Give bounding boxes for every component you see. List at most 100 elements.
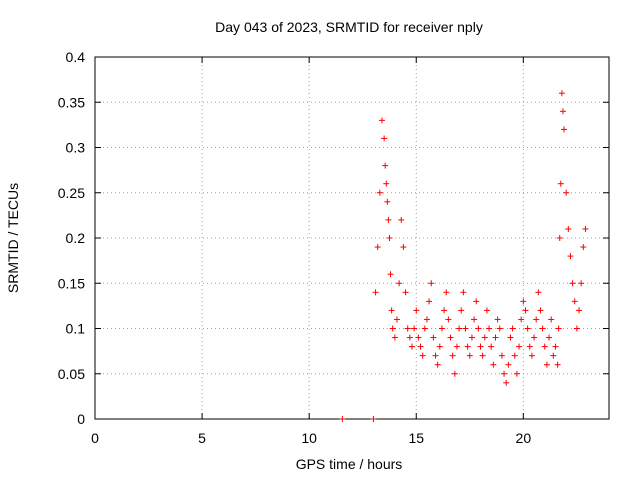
data-point xyxy=(557,180,564,187)
data-point xyxy=(447,334,454,341)
data-point xyxy=(370,416,377,422)
data-point xyxy=(339,416,346,422)
data-point xyxy=(423,316,430,323)
data-point xyxy=(492,334,499,341)
data-point xyxy=(421,325,428,332)
data-point xyxy=(481,334,488,341)
data-point xyxy=(516,343,523,350)
data-point xyxy=(528,352,535,359)
data-point xyxy=(419,352,426,359)
data-point xyxy=(432,352,439,359)
data-point xyxy=(471,316,478,323)
data-point xyxy=(385,216,392,223)
data-point xyxy=(415,334,422,341)
data-point xyxy=(404,325,411,332)
data-point xyxy=(490,361,497,368)
data-point xyxy=(438,325,445,332)
data-point xyxy=(552,343,559,350)
data-point xyxy=(503,379,510,386)
data-point xyxy=(501,370,508,377)
y-tick-label: 0.4 xyxy=(66,49,86,65)
y-axis-label: SRMTID / TECUs xyxy=(5,183,21,293)
data-point xyxy=(473,298,480,305)
data-point xyxy=(511,352,518,359)
data-point xyxy=(494,316,501,323)
data-point xyxy=(378,117,385,124)
data-point xyxy=(537,307,544,314)
data-point xyxy=(445,316,452,323)
data-points xyxy=(339,90,589,422)
data-point xyxy=(554,361,561,368)
data-point xyxy=(522,307,529,314)
data-point xyxy=(386,235,393,241)
y-tick-label: 0.05 xyxy=(58,366,85,382)
grid xyxy=(95,57,609,419)
data-point xyxy=(441,307,448,314)
data-point xyxy=(488,343,495,350)
data-point xyxy=(387,271,394,278)
data-point xyxy=(411,325,418,332)
data-point xyxy=(443,289,450,296)
data-point xyxy=(550,352,557,359)
data-point xyxy=(464,343,471,350)
data-point xyxy=(518,316,525,323)
data-point xyxy=(477,343,484,350)
data-point xyxy=(453,343,460,350)
data-point xyxy=(413,307,420,314)
data-point xyxy=(520,298,527,305)
data-point xyxy=(507,334,514,341)
data-point xyxy=(531,334,538,341)
data-point xyxy=(483,307,490,314)
data-point xyxy=(381,135,388,142)
data-point xyxy=(580,244,587,251)
data-point xyxy=(569,280,576,287)
x-tick-label: 0 xyxy=(91,430,99,446)
data-point xyxy=(543,361,550,368)
data-point xyxy=(398,216,405,223)
data-point xyxy=(561,126,568,133)
data-point xyxy=(393,316,400,323)
data-point xyxy=(382,162,389,169)
data-point xyxy=(374,244,381,251)
data-point xyxy=(526,343,533,350)
data-point xyxy=(505,361,512,368)
data-point xyxy=(402,289,409,296)
data-point xyxy=(468,334,475,341)
y-tick-label: 0.25 xyxy=(58,185,85,201)
data-point xyxy=(396,280,403,287)
x-tick-label: 20 xyxy=(516,430,532,446)
data-point xyxy=(559,108,566,115)
data-point xyxy=(567,253,574,260)
data-point xyxy=(556,235,563,241)
data-point xyxy=(578,280,585,287)
data-point xyxy=(541,343,548,350)
y-tick-label: 0.35 xyxy=(58,94,85,110)
data-point xyxy=(383,180,390,187)
y-tick-label: 0.2 xyxy=(66,230,86,246)
data-point xyxy=(509,325,516,332)
data-point xyxy=(384,198,391,205)
data-point xyxy=(539,325,546,332)
data-point xyxy=(565,225,572,232)
data-point xyxy=(460,289,467,296)
data-point xyxy=(428,280,435,287)
data-point xyxy=(486,325,493,332)
data-point xyxy=(388,307,395,314)
x-tick-label: 10 xyxy=(301,430,317,446)
data-point xyxy=(513,370,520,377)
data-point xyxy=(376,189,383,196)
chart-title: Day 043 of 2023, SRMTID for receiver npl… xyxy=(215,19,483,35)
data-point xyxy=(563,189,570,196)
y-tick-label: 0 xyxy=(77,411,85,427)
data-point xyxy=(430,334,437,341)
axis-ticks: 0 5 10 15 20 0 0.05 0.1 0.15 0.2 0.25 0.3 0.35 0.4 xyxy=(58,49,609,446)
data-point xyxy=(533,316,540,323)
data-point xyxy=(391,334,398,341)
y-tick-label: 0.15 xyxy=(58,275,85,291)
data-point xyxy=(535,289,542,296)
data-point xyxy=(456,325,463,332)
y-tick-label: 0.3 xyxy=(66,140,86,156)
data-point xyxy=(582,225,589,232)
data-point xyxy=(558,90,565,97)
